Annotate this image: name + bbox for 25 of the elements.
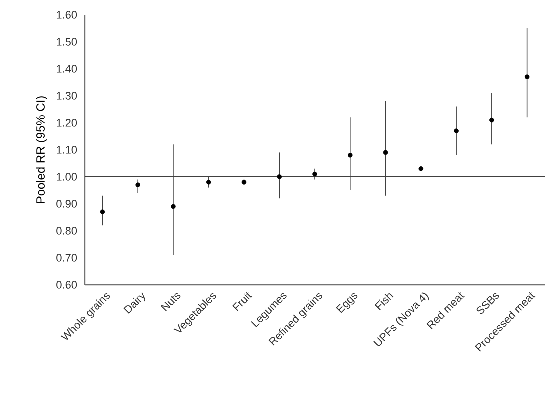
y-tick-label: 1.00: [57, 173, 78, 181]
y-tick-label: 1.60: [57, 11, 78, 19]
y-tick-label: 1.30: [57, 92, 78, 100]
x-tick-label: Fish: [374, 294, 394, 311]
point: [206, 180, 212, 185]
point: [383, 150, 388, 156]
y-tick-label: 0.60: [56, 281, 78, 289]
point: [524, 74, 530, 80]
point: [277, 174, 282, 180]
point: [454, 128, 459, 134]
point: [136, 182, 140, 188]
point: [171, 204, 176, 210]
y-tick-label: 0.80: [56, 227, 78, 235]
y-tick-label: 1.10: [57, 146, 78, 154]
y-tick-label: 0.90: [56, 200, 78, 208]
point: [100, 210, 106, 214]
point: [490, 118, 494, 123]
y-tick-label: 1.20: [57, 119, 78, 127]
point: [348, 153, 353, 158]
y-tick-label: 0.70: [56, 254, 78, 262]
y-tick-label: 1.50: [57, 38, 78, 46]
y-tick-label: 1.40: [57, 65, 78, 73]
point: [418, 166, 424, 172]
y-axis-title: Pooled RR (95% CI): [36, 96, 48, 204]
point: [312, 172, 318, 177]
